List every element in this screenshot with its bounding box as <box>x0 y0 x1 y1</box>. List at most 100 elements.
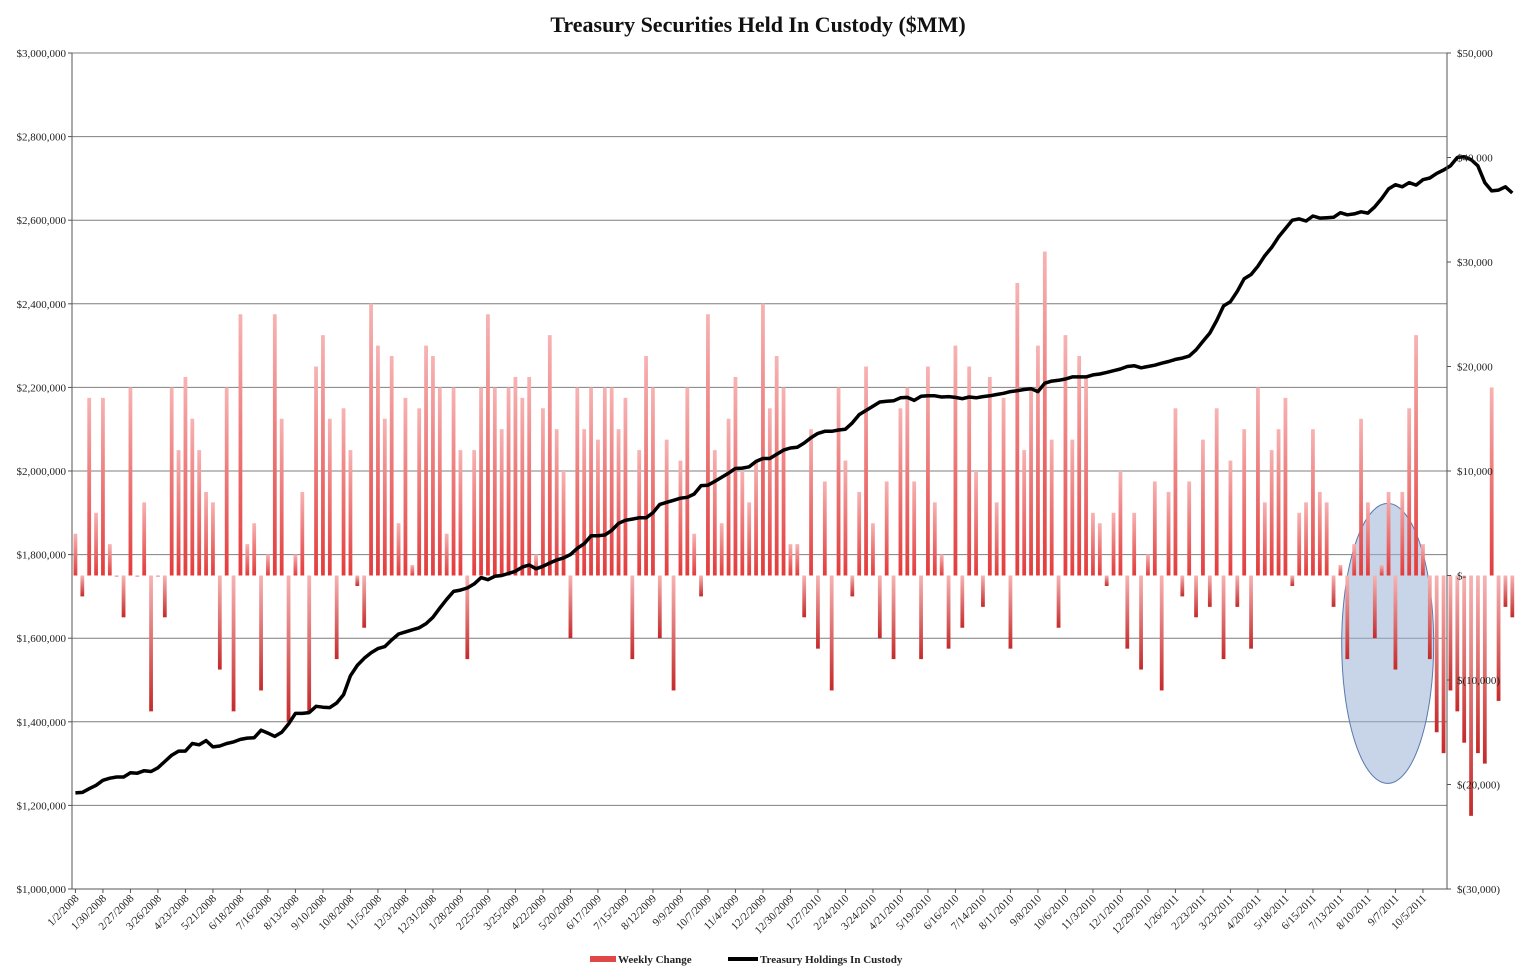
weekly-change-bar <box>733 376 738 576</box>
weekly-change-bar <box>1242 429 1247 576</box>
weekly-change-bar <box>953 345 958 576</box>
weekly-change-bar <box>1290 575 1295 586</box>
weekly-change-bar <box>272 314 277 576</box>
left-tick-label: $3,000,000 <box>17 48 67 60</box>
weekly-change-bar <box>224 387 229 576</box>
weekly-change-bar <box>1359 418 1363 576</box>
weekly-change-bar <box>355 575 360 586</box>
weekly-change-bar <box>926 366 930 576</box>
left-tick-label: $1,800,000 <box>17 550 67 562</box>
weekly-change-bar <box>1001 397 1006 576</box>
weekly-change-bar <box>747 502 752 576</box>
weekly-change-bar <box>1386 491 1391 576</box>
weekly-change-bar <box>451 387 456 576</box>
left-axis-labels: $1,000,000 $1,200,000 $1,400,000 $1,600,000… <box>17 48 67 896</box>
weekly-change-bar <box>1097 523 1102 576</box>
weekly-change-bar <box>898 408 903 576</box>
weekly-change-bar <box>1393 575 1398 670</box>
weekly-change-bar <box>527 376 532 576</box>
weekly-change-bar <box>1324 502 1329 576</box>
weekly-change-bar <box>87 397 92 576</box>
left-tick-label: $2,800,000 <box>17 132 67 144</box>
weekly-change-bar <box>1104 575 1109 586</box>
weekly-change-bar <box>637 450 642 576</box>
weekly-change-bar <box>307 575 312 712</box>
weekly-change-bar <box>156 575 160 577</box>
weekly-change-bar <box>534 554 538 576</box>
weekly-change-bar <box>1407 408 1412 576</box>
weekly-change-bar <box>1042 251 1047 576</box>
legend-swatch-weekly-change <box>590 956 616 962</box>
weekly-change-bar <box>465 575 470 660</box>
weekly-change-bar <box>1056 575 1061 628</box>
weekly-change-bar <box>479 387 483 576</box>
weekly-change-bar <box>946 575 951 649</box>
right-tick-label: $10,000 <box>1457 466 1493 478</box>
weekly-change-bar <box>341 408 346 576</box>
weekly-change-bar <box>369 303 373 576</box>
weekly-change-bar <box>1221 575 1226 660</box>
left-tick-label: $1,400,000 <box>17 717 67 729</box>
weekly-change-bar <box>678 460 683 576</box>
chart-title: Treasury Securities Held In Custody ($MM… <box>550 12 965 37</box>
weekly-change-bar <box>1434 575 1439 733</box>
weekly-change-bar <box>1283 397 1288 576</box>
weekly-change-bar <box>554 429 559 576</box>
weekly-change-bar <box>135 575 140 577</box>
weekly-change-bar <box>1455 575 1460 712</box>
weekly-change-bar <box>1146 554 1150 576</box>
weekly-change-bar <box>245 544 250 576</box>
weekly-change-bar <box>740 471 745 576</box>
weekly-change-bar <box>1084 376 1088 576</box>
weekly-change-bar <box>726 418 731 576</box>
weekly-change-bar <box>871 523 875 576</box>
weekly-change-bar <box>437 387 442 576</box>
weekly-change-bar <box>1304 502 1308 576</box>
weekly-change-bar <box>73 533 78 576</box>
weekly-change-bar <box>1366 502 1370 576</box>
weekly-change-bar <box>816 575 820 649</box>
weekly-change-bar <box>231 575 236 712</box>
right-tick-label: $(20,000) <box>1457 780 1500 792</box>
right-axis-labels: $(30,000) $(20,000) $(10,000) $- $10,000 $20,… <box>1457 48 1500 896</box>
axes <box>68 52 1451 893</box>
weekly-change-bar <box>912 481 917 576</box>
weekly-change-bar <box>981 575 985 607</box>
weekly-change-bar <box>327 418 332 576</box>
weekly-change-bar <box>1503 575 1508 607</box>
weekly-change-bar <box>190 418 195 576</box>
weekly-change-bar <box>1022 450 1027 576</box>
weekly-change-bar <box>582 429 587 576</box>
weekly-change-bar <box>671 575 676 691</box>
left-tick-label: $2,600,000 <box>17 215 67 227</box>
weekly-change-bar <box>1228 460 1233 576</box>
weekly-change-bar <box>1496 575 1501 701</box>
weekly-change-bar <box>630 575 635 660</box>
weekly-change-bar <box>506 387 511 576</box>
weekly-change-bar <box>101 397 105 576</box>
weekly-change-bar <box>932 502 937 576</box>
weekly-change-bar <box>334 575 339 660</box>
weekly-change-bar <box>905 387 910 576</box>
left-tick-label: $1,000,000 <box>17 884 67 896</box>
weekly-change-bar <box>492 387 497 576</box>
weekly-change-bar <box>651 387 655 576</box>
weekly-change-bars <box>73 251 1515 816</box>
weekly-change-bar <box>1256 387 1260 576</box>
weekly-change-bar <box>919 575 923 660</box>
weekly-change-bar <box>1338 565 1343 576</box>
weekly-change-bar <box>286 575 291 722</box>
weekly-change-bar <box>1194 575 1198 618</box>
weekly-change-bar <box>891 575 896 660</box>
weekly-change-bar <box>589 387 593 576</box>
right-tick-label: $40,000 <box>1457 153 1493 165</box>
weekly-change-bar <box>994 502 999 576</box>
weekly-change-bar <box>417 408 422 576</box>
weekly-change-bar <box>142 502 147 576</box>
weekly-change-bar <box>94 512 98 576</box>
weekly-change-bar <box>843 460 848 576</box>
weekly-change-bar <box>1029 387 1033 576</box>
weekly-change-bar <box>1036 345 1040 576</box>
weekly-change-bar <box>623 397 628 576</box>
